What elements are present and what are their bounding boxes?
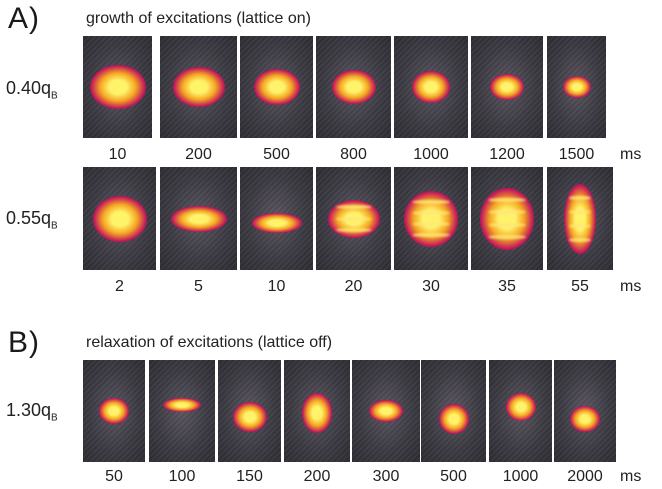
atom-cloud [251,212,302,233]
absorption-image-frame [316,167,391,270]
atom-cloud [163,398,201,412]
panel-a-caption: growth of excitations (lattice on) [86,10,311,27]
atom-cloud [505,393,536,421]
density-fringe [568,237,592,242]
atom-cloud [564,183,596,254]
row1-unit: ms [620,146,642,163]
time-label: 500 [263,146,290,163]
row3-unit: ms [620,468,642,485]
density-fringe [488,235,526,240]
absorption-image-frame [316,36,391,138]
absorption-image-frame [421,360,486,462]
atom-cloud [92,195,147,242]
absorption-image-frame [554,360,616,462]
time-label: 100 [168,468,196,485]
time-label: 20 [344,278,363,295]
time-label: 150 [236,468,263,485]
row1-q-label: 0.40qB [6,78,58,102]
density-fringe [568,195,592,200]
row2-unit: ms [620,278,642,295]
atom-cloud [438,404,469,434]
density-fringe [412,199,450,204]
time-label: 1200 [489,146,525,163]
atom-cloud [232,402,267,432]
time-label: 500 [440,468,467,485]
row2-q-label: 0.55qB [6,208,58,232]
atom-cloud [302,393,332,433]
time-label: 50 [105,468,123,485]
atom-cloud [490,74,524,100]
density-fringe [335,205,372,210]
absorption-image-frame [240,36,313,138]
absorption-image-frame [547,167,613,270]
time-label: 200 [303,468,331,485]
time-label: 1000 [413,146,449,163]
absorption-image-frame [218,360,281,462]
time-label: 5 [194,278,203,295]
absorption-image-frame [83,360,145,462]
time-label: 10 [267,278,286,295]
panel-b-caption: relaxation of excitations (lattice off) [86,334,333,351]
absorption-image-frame [394,36,468,138]
density-fringe [488,197,526,202]
atom-cloud [369,400,403,422]
time-label: 1000 [502,468,539,485]
density-fringe [335,227,372,232]
density-fringe [335,216,372,221]
density-fringe [568,209,592,214]
atom-cloud [89,65,146,109]
atom-cloud [170,205,227,232]
time-label: 55 [571,278,589,295]
row3-q-label: 1.30qB [6,400,58,424]
atom-cloud [99,398,129,424]
atom-cloud [253,69,300,105]
time-label: 10 [108,146,127,163]
atom-cloud [331,70,376,104]
time-label: 2000 [567,468,603,485]
absorption-image-frame [471,167,543,270]
absorption-image-frame [352,360,420,462]
panel-b-letter: B) [8,326,40,359]
time-label: 30 [422,278,440,295]
time-label: 35 [498,278,516,295]
absorption-image-frame [149,360,215,462]
atom-cloud [562,76,591,98]
density-fringe [488,222,526,227]
panel-a-letter: A) [8,2,40,35]
atom-cloud [412,71,450,103]
atom-cloud [480,187,534,250]
absorption-image-frame [489,360,552,462]
absorption-image-frame [471,36,543,138]
atom-cloud [172,67,225,107]
absorption-image-frame [83,167,156,270]
absorption-image-frame [240,167,313,270]
density-fringe [412,233,450,238]
density-fringe [488,210,526,215]
time-label: 800 [340,146,367,163]
time-label: 300 [372,468,400,485]
density-fringe [412,222,450,227]
time-label: 200 [185,146,212,163]
atom-cloud [570,406,600,432]
time-label: 2 [115,278,124,295]
time-label: 1500 [558,146,595,163]
absorption-image-frame [394,167,468,270]
absorption-image-frame [160,36,237,138]
absorption-image-frame [284,360,350,462]
absorption-image-frame [547,36,606,138]
absorption-image-frame [160,167,237,270]
absorption-image-frame [83,36,152,138]
density-fringe [568,223,592,228]
density-fringe [412,210,450,215]
